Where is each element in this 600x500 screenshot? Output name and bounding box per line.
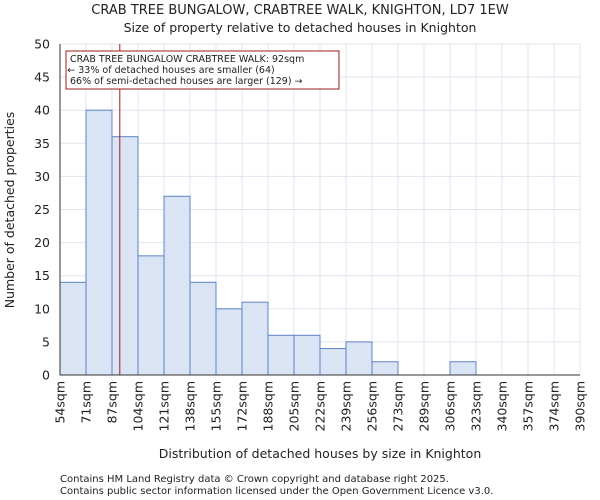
y-tick-label-30: 30 <box>34 169 50 184</box>
x-tick-label-390sqm: 390sqm <box>573 381 588 431</box>
bar-104sqm <box>137 255 165 376</box>
footer-licence: Contains public sector information licen… <box>60 486 493 497</box>
x-tick-label-222sqm: 222sqm <box>313 381 328 431</box>
x-tick-label-121sqm: 121sqm <box>157 381 172 431</box>
y-tick-label-0: 0 <box>42 368 50 383</box>
x-tick-label-87sqm: 87sqm <box>105 381 120 424</box>
x-tick-label-138sqm: 138sqm <box>183 381 198 431</box>
x-tick-label-273sqm: 273sqm <box>391 381 406 431</box>
x-tick-label-155sqm: 155sqm <box>209 381 224 431</box>
y-axis-ticks: 0 5 10 15 20 25 30 35 40 45 50 <box>34 37 50 383</box>
chart-title: CRAB TREE BUNGALOW, CRABTREE WALK, KNIGH… <box>91 3 509 18</box>
bar-54sqm <box>59 281 87 376</box>
bar-87sqm <box>111 136 139 376</box>
x-tick-label-205sqm: 205sqm <box>287 381 302 431</box>
bar-138sqm <box>189 281 217 376</box>
x-tick-label-188sqm: 188sqm <box>261 381 276 431</box>
y-tick-label-50: 50 <box>34 37 50 52</box>
x-tick-label-104sqm: 104sqm <box>131 381 146 431</box>
bar-306sqm <box>449 361 477 376</box>
annotation-border <box>65 50 340 90</box>
x-tick-label-374sqm: 374sqm <box>547 381 562 431</box>
y-tick-label-5: 5 <box>42 334 50 349</box>
x-axis-label: Distribution of detached houses by size … <box>159 446 482 461</box>
x-tick-label-172sqm: 172sqm <box>235 381 250 431</box>
x-tick-label-289sqm: 289sqm <box>417 381 432 431</box>
y-tick-label-20: 20 <box>34 235 50 250</box>
bar-239sqm <box>345 341 373 376</box>
annotation-line-smaller: ← 33% of detached houses are smaller (64… <box>67 65 274 76</box>
y-tick-label-10: 10 <box>34 301 50 316</box>
bar-222sqm <box>319 348 347 376</box>
y-tick-label-25: 25 <box>34 202 50 217</box>
y-tick-label-45: 45 <box>34 70 50 85</box>
x-tick-label-71sqm: 71sqm <box>79 381 94 424</box>
bar-121sqm <box>163 195 191 376</box>
x-tick-label-54sqm: 54sqm <box>53 381 68 424</box>
x-tick-label-256sqm: 256sqm <box>365 381 380 431</box>
annotation-box: CRAB TREE BUNGALOW CRABTREE WALK: 92sqm … <box>65 50 340 90</box>
x-tick-label-239sqm: 239sqm <box>339 381 354 431</box>
y-tick-label-15: 15 <box>34 268 50 283</box>
bar-155sqm <box>215 308 243 376</box>
annotation-line-larger: 66% of semi-detached houses are larger (… <box>70 76 303 87</box>
footer-copyright: Contains HM Land Registry data © Crown c… <box>60 474 449 485</box>
chart-subtitle: Size of property relative to detached ho… <box>124 20 477 35</box>
annotation-line-property: CRAB TREE BUNGALOW CRABTREE WALK: 92sqm <box>70 54 304 65</box>
bar-172sqm <box>241 301 269 376</box>
x-axis-ticks: 54sqm 71sqm 87sqm 104sqm 121sqm 138sqm 155sqm 1… <box>53 381 588 431</box>
y-axis-label: Number of detached properties <box>2 112 17 309</box>
x-tick-label-357sqm: 357sqm <box>521 381 536 431</box>
y-tick-label-35: 35 <box>34 136 50 151</box>
bar-256sqm <box>371 361 399 376</box>
x-tick-label-306sqm: 306sqm <box>443 381 458 431</box>
bar-188sqm <box>267 334 295 376</box>
x-tick-label-340sqm: 340sqm <box>495 381 510 431</box>
bar-71sqm <box>85 109 113 376</box>
bars <box>59 109 477 376</box>
bar-205sqm <box>293 334 321 376</box>
x-tick-label-323sqm: 323sqm <box>469 381 484 431</box>
y-tick-label-40: 40 <box>34 103 50 118</box>
